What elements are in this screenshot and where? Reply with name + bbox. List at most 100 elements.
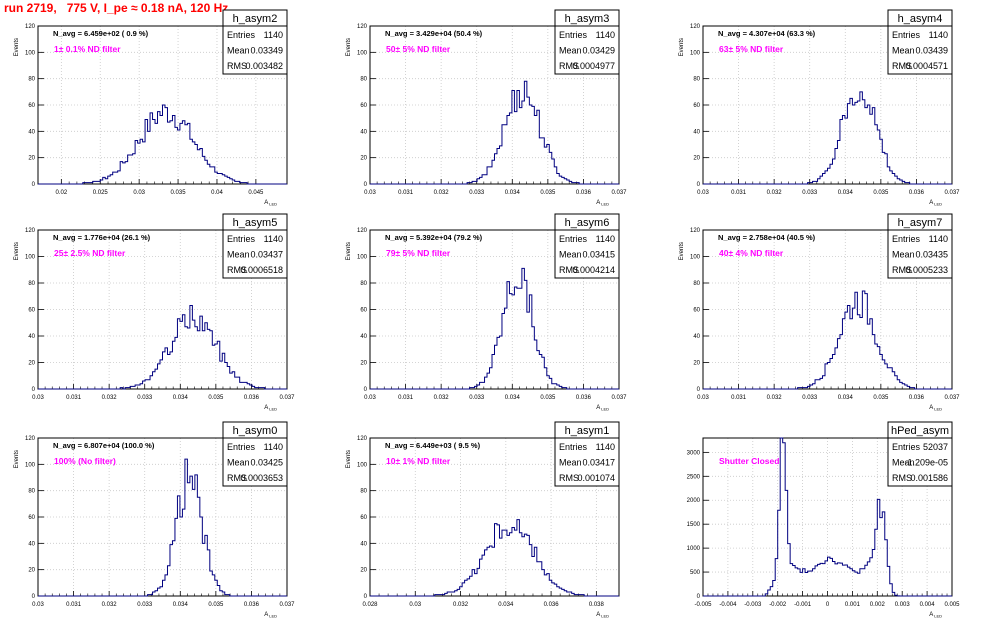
x-tick-label: 0.002 [870, 602, 886, 608]
x-tick-label: -0.002 [769, 602, 787, 608]
x-axis-label-subscript: LED [601, 202, 609, 207]
x-tick-label: 0.031 [398, 395, 414, 401]
y-tick-label: 120 [690, 24, 701, 30]
x-tick-label: -0.003 [744, 602, 762, 608]
stats-box-title: h_asym0 [233, 425, 278, 437]
n-avg-label: N_avg = 4.307e+04 (63.3 %) [718, 29, 816, 38]
x-tick-label: 0.03 [409, 602, 421, 608]
x-axis-label-subscript: LED [269, 202, 277, 207]
y-tick-label: 3000 [687, 450, 701, 456]
x-axis-label: ALED [596, 612, 609, 619]
y-tick-label: 80 [693, 281, 700, 287]
y-tick-label: 20 [28, 156, 35, 162]
stats-label-mean: Mean [892, 458, 915, 468]
stats-box-title: h_asym7 [898, 217, 943, 229]
histogram-line [703, 290, 952, 390]
stats-box-frame [222, 213, 288, 279]
x-axis-label-subscript: LED [269, 407, 277, 412]
y-tick-label: 1500 [687, 522, 701, 528]
x-axis-label-subscript: LED [601, 407, 609, 412]
stats-box-frame [554, 213, 620, 279]
x-tick-label: 0.032 [453, 602, 469, 608]
stats-label-rms: RMS [892, 61, 912, 71]
x-tick-label: 0.037 [944, 190, 960, 196]
filter-label: 25± 2.5% ND filter [54, 248, 126, 258]
x-tick-label: 0.034 [838, 395, 854, 401]
y-tick-label: 40 [28, 334, 35, 340]
stats-box-title: hPed_asym [891, 425, 949, 437]
y-tick-label: 60 [28, 308, 35, 314]
y-tick-label: 120 [25, 228, 36, 234]
x-tick-label: 0.035 [171, 190, 187, 196]
y-axis-label: Events [679, 242, 685, 260]
y-axis-label: Events [14, 38, 20, 56]
y-tick-label: 0 [697, 387, 701, 393]
x-tick-label: 0.036 [244, 395, 260, 401]
stats-label-entries: Entries [559, 234, 588, 244]
stats-value-mean: 0.03415 [582, 250, 615, 260]
stats-label-entries: Entries [892, 442, 921, 452]
y-tick-label: 40 [28, 541, 35, 547]
stats-box-title: h_asym5 [233, 217, 278, 229]
y-tick-label: 60 [28, 103, 35, 109]
y-tick-label: 60 [360, 308, 367, 314]
stats-label-rms: RMS [892, 265, 912, 275]
x-tick-label: 0.035 [540, 395, 556, 401]
x-tick-label: 0.04 [211, 190, 223, 196]
x-tick-label: 0.036 [909, 190, 925, 196]
y-tick-label: 100 [690, 50, 701, 56]
x-tick-label: 0.033 [137, 602, 153, 608]
y-tick-label: 120 [357, 24, 368, 30]
stats-box-frame [222, 9, 288, 75]
x-tick-label: 0.034 [173, 602, 189, 608]
histogram-line [703, 437, 952, 597]
y-tick-label: 40 [360, 541, 367, 547]
x-tick-label: 0.032 [767, 395, 783, 401]
n-avg-label: N_avg = 6.807e+04 (100.0 %) [53, 441, 155, 450]
stats-label-entries: Entries [559, 30, 588, 40]
stats-value-rms: 0.003482 [245, 61, 283, 71]
y-axis-label: Events [679, 38, 685, 56]
y-tick-label: 2000 [687, 498, 701, 504]
stats-label-entries: Entries [227, 30, 256, 40]
stats-value-mean: 0.03349 [250, 46, 283, 56]
histogram-panel-h_asym4: 0.03 0.031 0.032 0.033 0.034 0.035 0.036 0.037 0… [679, 9, 960, 207]
stats-box-title: h_asym4 [898, 13, 943, 25]
y-tick-label: 2500 [687, 474, 701, 480]
x-tick-label: 0.031 [731, 190, 747, 196]
x-tick-label: 0.03 [364, 190, 376, 196]
stats-label-entries: Entries [227, 234, 256, 244]
stats-box-title: h_asym3 [565, 13, 610, 25]
y-tick-label: 120 [357, 228, 368, 234]
histogram-panel-h_asym3: 0.03 0.031 0.032 0.033 0.034 0.035 0.036 0.037 0… [346, 9, 627, 207]
x-axis-label-subscript: LED [934, 614, 942, 619]
x-tick-label: 0.037 [611, 190, 627, 196]
y-axis-label: Events [346, 242, 352, 260]
y-tick-label: 120 [690, 228, 701, 234]
histogram-line [38, 104, 287, 185]
stats-box: h_asym5 Entries 1140 Mean 0.03437RMS0.000651… [222, 213, 288, 279]
stats-value-entries: 1140 [264, 442, 283, 452]
stats-value-mean: 0.03439 [915, 46, 948, 56]
x-tick-label: 0.03 [697, 395, 709, 401]
stats-value-rms: 0.0006518 [240, 265, 283, 275]
stats-value-rms: 0.0004977 [572, 61, 615, 71]
stats-box: h_asym4 Entries 1140 Mean 0.03439RMS0.000457… [887, 9, 953, 75]
x-tick-label: 0.038 [589, 602, 605, 608]
x-axis-label-subscript: LED [934, 202, 942, 207]
y-tick-label: 40 [693, 129, 700, 135]
stats-box: h_asym7 Entries 1140 Mean 0.03435RMS0.000523… [887, 213, 953, 279]
x-axis-label-subscript: LED [934, 407, 942, 412]
stats-value-entries: 1140 [264, 30, 283, 40]
x-axis-label-subscript: LED [601, 614, 609, 619]
y-tick-label: 0 [364, 182, 368, 188]
stats-box-frame [222, 421, 288, 487]
filter-label: 10± 1% ND filter [386, 456, 451, 466]
x-tick-label: 0 [826, 602, 830, 608]
y-tick-label: 100 [357, 255, 368, 261]
stats-label-mean: Mean [227, 458, 250, 468]
stats-box-frame [887, 213, 953, 279]
y-tick-label: 0 [32, 387, 36, 393]
x-tick-label: 0.034 [498, 602, 514, 608]
